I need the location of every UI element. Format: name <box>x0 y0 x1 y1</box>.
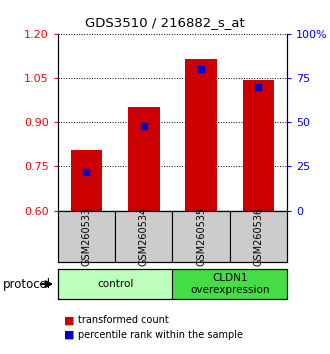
Bar <box>173 269 287 299</box>
Bar <box>185 59 217 211</box>
Text: GSM260535: GSM260535 <box>196 207 206 266</box>
Text: GSM260533: GSM260533 <box>82 207 91 266</box>
Text: percentile rank within the sample: percentile rank within the sample <box>78 330 243 339</box>
Text: protocol: protocol <box>3 278 51 291</box>
Text: control: control <box>97 279 133 289</box>
Bar <box>230 211 287 262</box>
Bar <box>58 269 173 299</box>
Bar <box>58 211 115 262</box>
Bar <box>71 150 102 211</box>
Bar <box>243 80 274 211</box>
Text: GSM260536: GSM260536 <box>253 207 263 266</box>
Bar <box>115 211 173 262</box>
Bar <box>128 107 159 211</box>
Text: GSM260534: GSM260534 <box>139 207 149 266</box>
Text: ■: ■ <box>64 330 75 339</box>
Text: ■: ■ <box>64 315 75 325</box>
Bar <box>173 211 230 262</box>
Text: CLDN1
overexpression: CLDN1 overexpression <box>190 273 270 295</box>
Text: GDS3510 / 216882_s_at: GDS3510 / 216882_s_at <box>85 16 245 29</box>
Text: transformed count: transformed count <box>78 315 168 325</box>
